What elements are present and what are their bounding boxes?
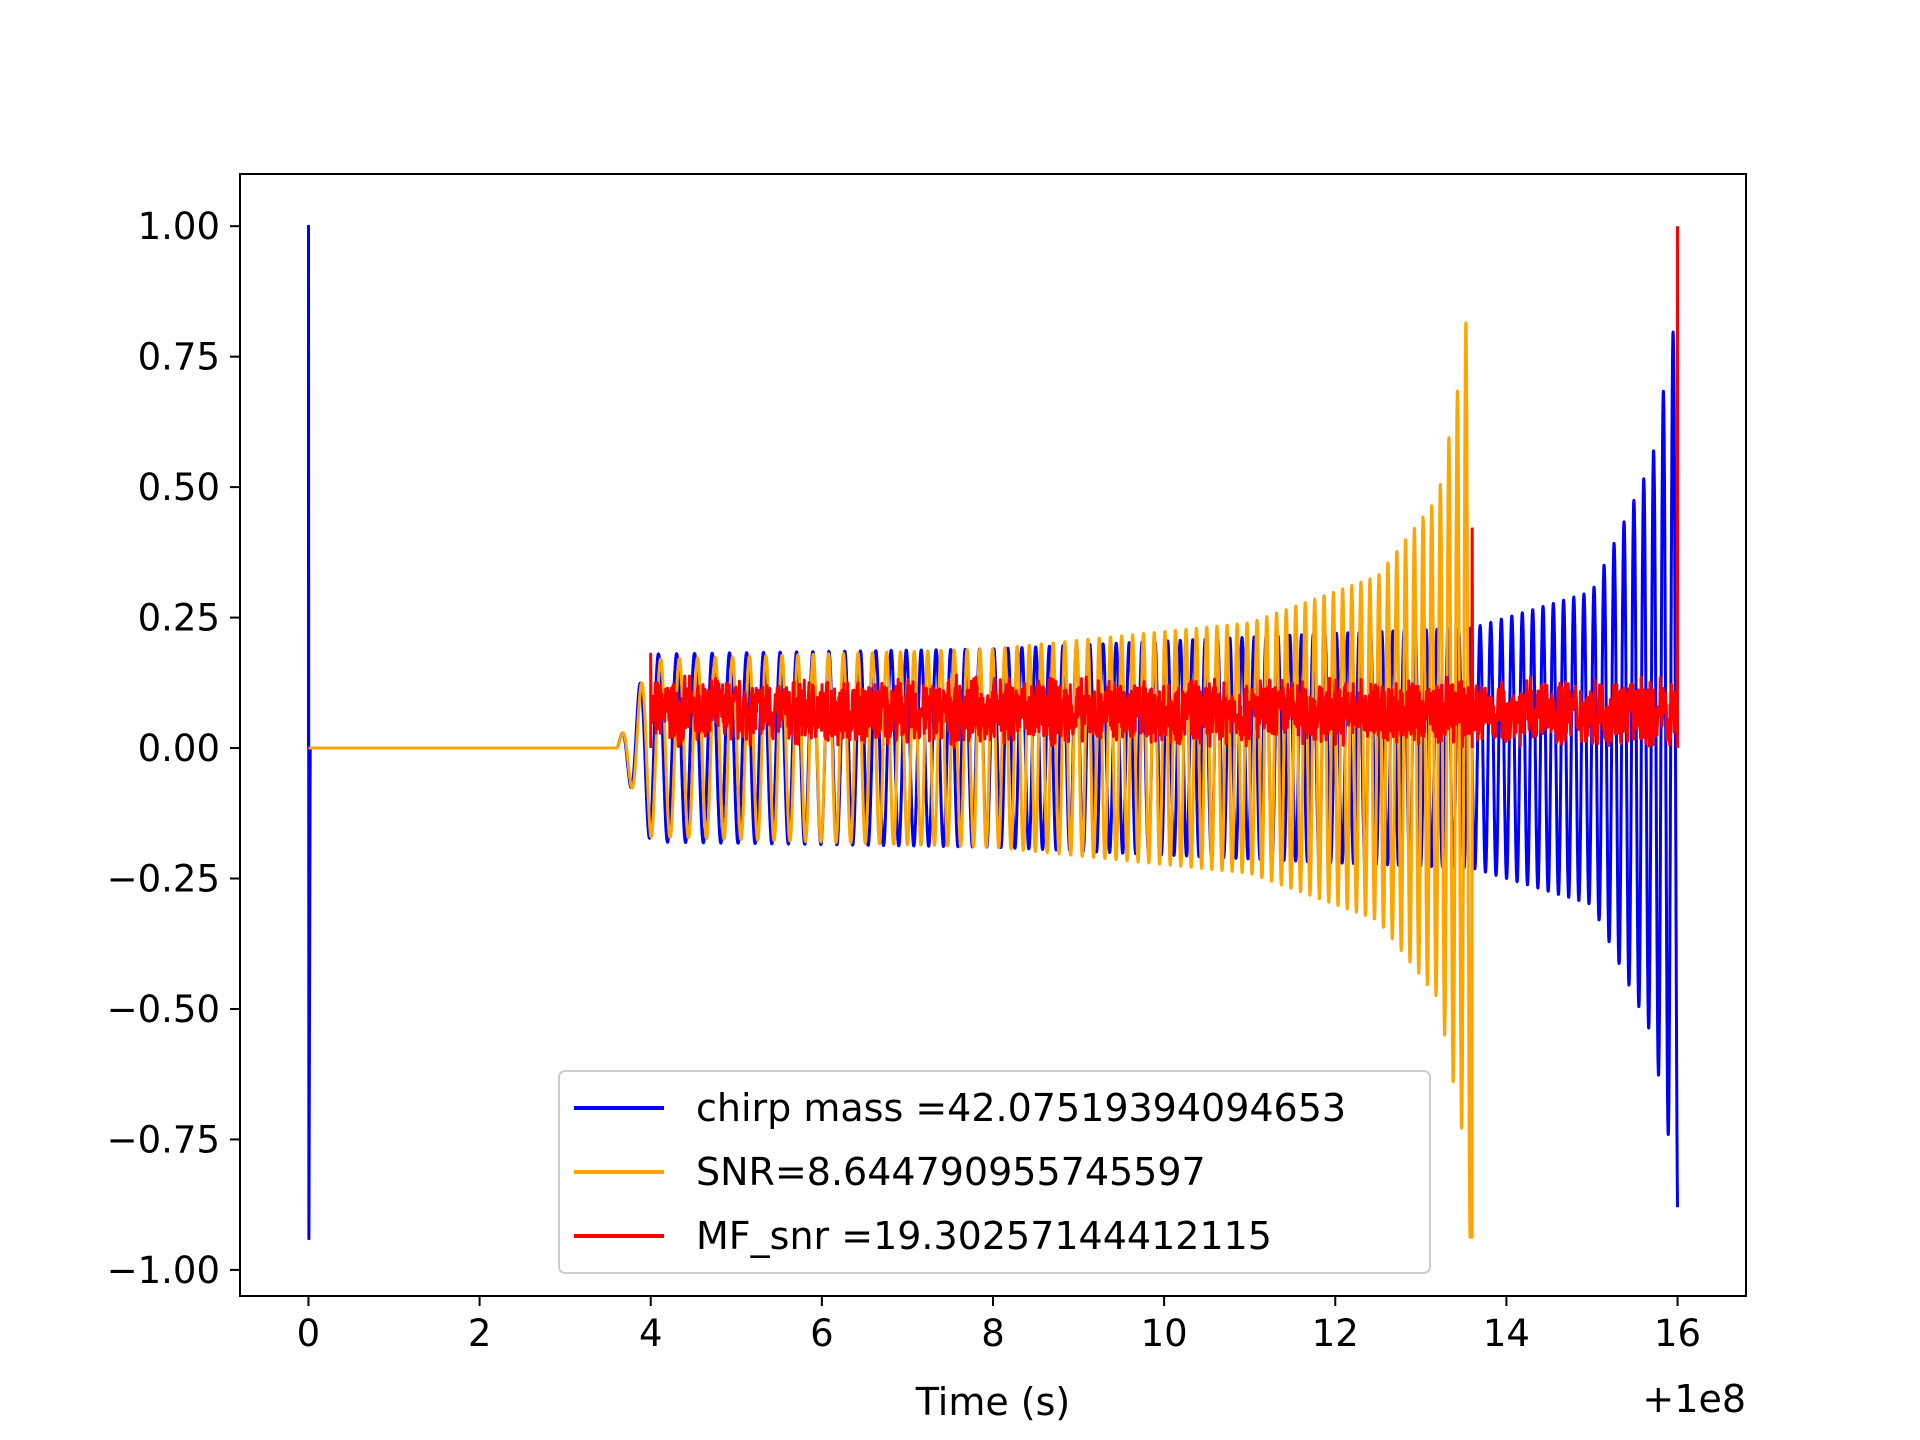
y-tick-label: 0.50 [138, 466, 220, 509]
x-axis: 0 2 4 6 8 10 12 14 16 [297, 1296, 1701, 1355]
y-axis: 1.00 0.75 0.50 0.25 0.00 −0.25 −0.50 −0.75 −1.00 [107, 205, 240, 1292]
y-tick-label: −0.25 [107, 858, 220, 901]
x-tick-label: 16 [1654, 1312, 1701, 1355]
y-tick-label: 0.00 [138, 727, 220, 770]
x-offset-label: +1e8 [1642, 1377, 1746, 1421]
y-tick-label: 0.25 [138, 597, 220, 640]
legend-label: SNR=8.644790955745597 [696, 1150, 1206, 1194]
y-tick-label: 1.00 [138, 205, 220, 248]
x-tick-label: 14 [1483, 1312, 1530, 1355]
y-tick-label: −0.50 [107, 988, 220, 1031]
y-tick-label: −0.75 [107, 1118, 220, 1161]
legend-label: chirp mass =42.07519394094653 [696, 1086, 1346, 1130]
x-axis-label: Time (s) [915, 1380, 1071, 1424]
y-tick-label: −1.00 [107, 1249, 220, 1292]
series-layer [307, 224, 1679, 1241]
series-line-mf-snr [649, 226, 1679, 749]
legend-frame [558, 1070, 1431, 1274]
y-tick-label: 0.75 [138, 336, 220, 379]
x-tick-label: 2 [468, 1312, 492, 1355]
legend: chirp mass =42.07519394094653 SNR=8.64479… [558, 1070, 1431, 1274]
x-tick-label: 4 [639, 1312, 663, 1355]
x-tick-label: 6 [810, 1312, 834, 1355]
x-tick-label: 8 [981, 1312, 1005, 1355]
x-tick-label: 0 [297, 1312, 321, 1355]
x-tick-label: 10 [1141, 1312, 1188, 1355]
x-tick-label: 12 [1312, 1312, 1359, 1355]
legend-label: MF_snr =19.30257144412115 [696, 1214, 1272, 1258]
